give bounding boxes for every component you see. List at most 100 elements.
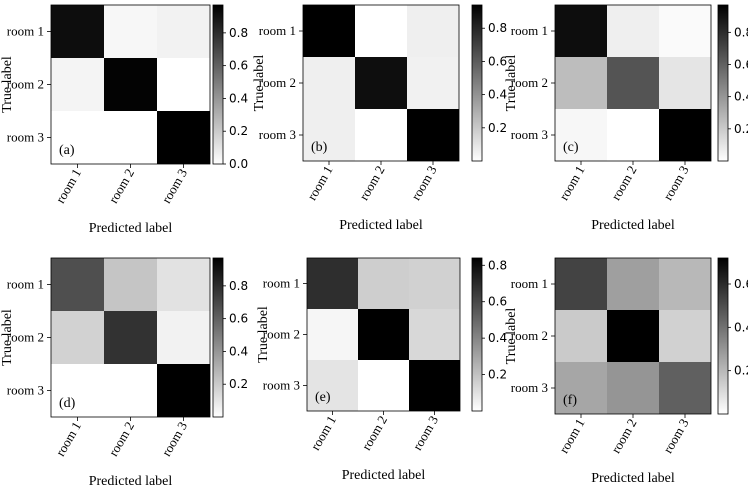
y-axis-label: True label [0, 56, 15, 113]
matrix-cell [659, 5, 711, 57]
y-tick-label: room 1 [511, 23, 548, 38]
matrix-cell [659, 310, 711, 362]
x-tick-label: room 2 [106, 419, 138, 459]
matrix-cell [355, 5, 407, 57]
matrix-cell [104, 311, 157, 364]
matrix-cell [355, 57, 407, 109]
matrix-cell [303, 5, 355, 57]
matrix-cell [607, 5, 659, 57]
matrix-cell [409, 258, 460, 309]
colorbar-tick-label: 0.6 [229, 59, 248, 73]
matrix-cell [157, 258, 210, 311]
matrix-cell [607, 109, 659, 161]
colorbar-tick-label: 0.4 [229, 344, 248, 358]
x-tick-label: room 2 [608, 163, 640, 203]
colorbar [212, 4, 224, 165]
panel-c: room 1 room 2 room 3 room 1 room 2 room 3 Pred… [504, 4, 748, 233]
x-axis-label: Predicted label [591, 471, 675, 486]
x-axis-label: Predicted label [339, 218, 423, 233]
matrix-cell [51, 258, 104, 311]
y-tick-label: room 3 [263, 378, 300, 393]
matrix-cell [555, 362, 607, 414]
matrix-cell [104, 258, 157, 311]
colorbar-tick-label: 0.0 [229, 157, 248, 171]
colorbar-tick-label: 0.2 [488, 368, 507, 382]
colorbar-tick-label: 0.8 [229, 279, 248, 293]
colorbar-tick-label: 0.4 [488, 88, 507, 102]
y-axis-label: True label [252, 55, 267, 112]
matrix-cell [51, 311, 104, 364]
x-tick-label: room 1 [308, 413, 340, 453]
panel-label: (f) [563, 393, 577, 408]
panel-f: room 1 room 2 room 3 room 1 room 2 room 3 Pred… [504, 257, 748, 486]
colorbar-tick-label: 0.2 [734, 122, 748, 136]
colorbar-tick-label: 0.8 [229, 26, 248, 40]
colorbar [471, 257, 483, 412]
x-tick-label: room 2 [359, 413, 391, 453]
matrix-cell [358, 258, 409, 309]
matrix-cell [555, 258, 607, 310]
x-axis-label: Predicted label [342, 468, 426, 483]
y-tick-label: room 2 [259, 75, 296, 90]
y-tick-label: room 3 [259, 127, 296, 142]
colorbar-tick-label: 0.8 [488, 21, 507, 35]
matrix-cell [104, 5, 157, 58]
matrix-cell [607, 362, 659, 414]
y-axis-label: True label [504, 308, 519, 365]
y-tick-label: room 2 [511, 75, 548, 90]
y-tick-label: room 2 [511, 328, 548, 343]
x-tick-label: room 3 [660, 416, 692, 456]
matrix-cell [51, 5, 104, 58]
matrix-cell [409, 309, 460, 360]
y-tick-label: room 1 [7, 24, 44, 39]
x-tick-label: room 2 [608, 416, 640, 456]
y-tick-label: room 3 [7, 383, 44, 398]
matrix-cell [358, 309, 409, 360]
y-tick-label: room 3 [511, 380, 548, 395]
matrix-cell [157, 5, 210, 58]
matrix-cell [607, 310, 659, 362]
y-tick-label: room 2 [7, 330, 44, 345]
colorbar [471, 4, 483, 162]
matrix-cell [555, 5, 607, 57]
colorbar-tick-label: 0.2 [229, 124, 248, 138]
x-tick-label: room 2 [356, 163, 388, 203]
matrix-cell [607, 57, 659, 109]
matrix-cell [407, 57, 459, 109]
panel-label: (d) [59, 396, 76, 411]
panel-d: room 1 room 2 room 3 room 1 room 2 room 3 Pred… [0, 257, 248, 488]
matrix-cell [555, 109, 607, 161]
matrix-cell [104, 364, 157, 417]
panel-label: (b) [311, 140, 328, 155]
x-tick-label: room 1 [53, 419, 85, 459]
matrix-cell [303, 109, 355, 161]
y-tick-label: room 1 [259, 23, 296, 38]
x-tick-label: room 1 [53, 166, 85, 206]
matrix-cell [659, 57, 711, 109]
matrix-cell [157, 111, 210, 164]
y-axis-label: True label [256, 306, 271, 363]
x-tick-label: room 3 [410, 413, 442, 453]
x-tick-label: room 3 [159, 419, 191, 459]
colorbar-tick-label: 0.8 [734, 25, 748, 39]
matrix-cell [607, 258, 659, 310]
matrix-cell [409, 360, 460, 411]
colorbar-tick-label: 0.4 [734, 90, 748, 104]
colorbar-tick-label: 0.6 [734, 58, 748, 72]
y-tick-label: room 2 [263, 327, 300, 342]
x-tick-label: room 2 [106, 166, 138, 206]
y-tick-label: room 1 [511, 276, 548, 291]
matrix-cell [407, 5, 459, 57]
y-axis-label: True label [504, 55, 519, 112]
matrix-cell [104, 111, 157, 164]
matrix-cell [307, 258, 358, 309]
colorbar-tick-label: 0.4 [229, 91, 248, 105]
panel-label: (a) [59, 143, 75, 158]
matrix-cell [555, 310, 607, 362]
colorbar [717, 4, 729, 162]
matrix-cell [555, 57, 607, 109]
matrix-cell [307, 309, 358, 360]
matrix-cell [659, 109, 711, 161]
matrix-cell [104, 58, 157, 111]
